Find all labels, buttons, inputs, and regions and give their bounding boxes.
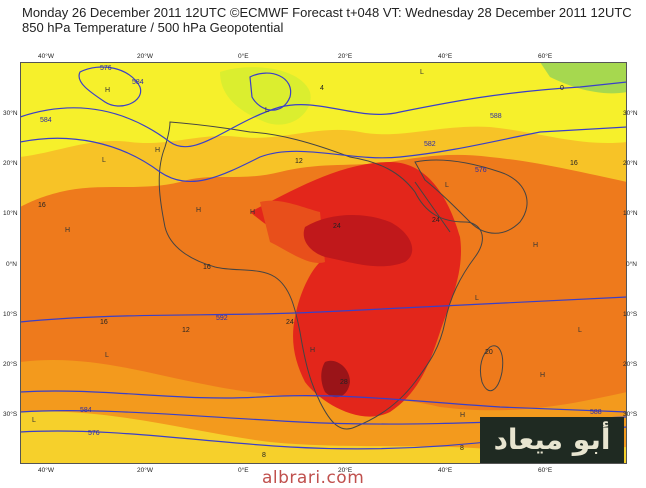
temp-field-red-orange bbox=[260, 200, 325, 263]
lat-label: 0°N bbox=[6, 261, 17, 268]
temp-label: 24 bbox=[432, 217, 440, 224]
lon-label: 40°E bbox=[438, 467, 453, 474]
temp-label: 4 bbox=[320, 85, 324, 92]
geo-label: 576 bbox=[100, 65, 112, 72]
lat-label: 10°N bbox=[623, 210, 638, 217]
lon-label: 60°E bbox=[538, 467, 553, 474]
lat-label: 20°S bbox=[3, 361, 18, 368]
pressure-marker: L bbox=[578, 327, 582, 334]
pressure-marker: L bbox=[475, 295, 479, 302]
pressure-marker: H bbox=[196, 207, 201, 214]
temp-label: 12 bbox=[182, 327, 190, 334]
title-line-1: Monday 26 December 2011 12UTC ©ECMWF For… bbox=[22, 5, 632, 20]
temp-field-green-ne bbox=[540, 62, 627, 94]
temp-label: 24 bbox=[286, 319, 294, 326]
pressure-marker: H bbox=[460, 412, 465, 419]
geo-label: 584 bbox=[80, 407, 92, 414]
temp-label: 8 bbox=[262, 452, 266, 459]
lon-label: 20°W bbox=[137, 53, 153, 60]
temperature-labels: 16 12 24 24 12 8 28 16 16 8 4 0 20 24 16 bbox=[38, 85, 578, 459]
temp-label: 16 bbox=[100, 319, 108, 326]
pressure-marker: H bbox=[65, 227, 70, 234]
geo-label: 576 bbox=[88, 430, 100, 437]
contour-584 bbox=[20, 81, 627, 148]
pressure-marker: L bbox=[265, 107, 269, 114]
temp-field-green bbox=[220, 67, 311, 125]
temp-label: 24 bbox=[333, 223, 341, 230]
lon-label: 20°E bbox=[338, 467, 353, 474]
temp-label: 8 bbox=[460, 445, 464, 452]
lat-label: 30°N bbox=[623, 110, 638, 117]
lon-label: 40°W bbox=[38, 467, 54, 474]
temp-label: 16 bbox=[570, 160, 578, 167]
lon-label: 40°E bbox=[438, 53, 453, 60]
contour-576-north bbox=[78, 66, 142, 107]
lat-label: 30°N bbox=[3, 110, 18, 117]
temp-field-yellow-south bbox=[20, 411, 627, 464]
pressure-marker: H bbox=[533, 242, 538, 249]
temp-field-dark-red-south bbox=[321, 360, 350, 398]
lon-label: 20°E bbox=[338, 53, 353, 60]
geo-label: 592 bbox=[216, 315, 228, 322]
temp-label: 0 bbox=[560, 85, 564, 92]
geopotential-labels: 584 576 582 588 584 576 584 592 588 576 bbox=[40, 65, 602, 437]
lat-label: 0°N bbox=[626, 261, 637, 268]
pressure-marker: L bbox=[102, 157, 106, 164]
lon-label: 60°E bbox=[538, 53, 553, 60]
contour-588 bbox=[20, 126, 627, 182]
contour-592 bbox=[20, 296, 627, 323]
geo-label: 582 bbox=[424, 141, 436, 148]
lon-label: 0°E bbox=[238, 467, 249, 474]
contour-588-south bbox=[20, 390, 627, 413]
map-frame bbox=[20, 62, 627, 464]
pressure-marker: L bbox=[420, 69, 424, 76]
lat-label: 20°N bbox=[3, 160, 18, 167]
arabia-coast bbox=[414, 159, 528, 234]
title-line-2: 850 hPa Temperature / 500 hPa Geopotenti… bbox=[22, 20, 284, 35]
lat-label: 10°S bbox=[3, 311, 18, 318]
pressure-marker: H bbox=[310, 347, 315, 354]
lon-label: 20°W bbox=[137, 467, 153, 474]
red-sea bbox=[414, 181, 451, 233]
pressure-marker: H bbox=[155, 147, 160, 154]
pressure-marker: L bbox=[105, 352, 109, 359]
lat-label: 30°S bbox=[623, 411, 638, 418]
pressure-markers: H L H L L H H L H H L L H L H L H bbox=[32, 69, 582, 424]
lat-label: 30°S bbox=[3, 411, 18, 418]
temp-label: 12 bbox=[295, 158, 303, 165]
temp-label: 28 bbox=[340, 379, 348, 386]
africa-coast bbox=[158, 121, 483, 430]
lat-label: 10°S bbox=[623, 311, 638, 318]
geo-label: 576 bbox=[475, 167, 487, 174]
chart-title: Monday 26 December 2011 12UTC ©ECMWF For… bbox=[22, 5, 632, 35]
pressure-marker: H bbox=[540, 372, 545, 379]
lat-label: 20°S bbox=[623, 361, 638, 368]
watermark-url: albrari.com bbox=[262, 468, 365, 488]
pressure-marker: L bbox=[32, 417, 36, 424]
temp-field-dark-red bbox=[303, 215, 413, 267]
lon-label: 0°E bbox=[238, 53, 249, 60]
lat-label: 10°N bbox=[3, 210, 18, 217]
lat-label: 20°N bbox=[623, 160, 638, 167]
pressure-marker: L bbox=[445, 182, 449, 189]
pressure-marker: H bbox=[250, 209, 255, 216]
pressure-marker: H bbox=[105, 87, 110, 94]
weather-map: 584 576 582 588 584 576 584 592 588 576 … bbox=[20, 62, 627, 464]
madagascar-coast bbox=[479, 345, 504, 392]
geo-label: 588 bbox=[490, 113, 502, 120]
lon-label: 40°W bbox=[38, 53, 54, 60]
temp-label: 16 bbox=[203, 264, 211, 271]
temp-label: 20 bbox=[485, 349, 493, 356]
geo-label: 584 bbox=[132, 79, 144, 86]
temp-field-yellow-north bbox=[20, 62, 627, 157]
watermark-arabic-logo: أبو ميعاد bbox=[480, 417, 624, 463]
coastlines bbox=[158, 121, 528, 430]
contour-low-ne bbox=[249, 72, 292, 111]
temp-label: 16 bbox=[38, 202, 46, 209]
geo-label: 588 bbox=[590, 409, 602, 416]
geo-label: 584 bbox=[40, 117, 52, 124]
geopotential-contours bbox=[20, 66, 627, 450]
